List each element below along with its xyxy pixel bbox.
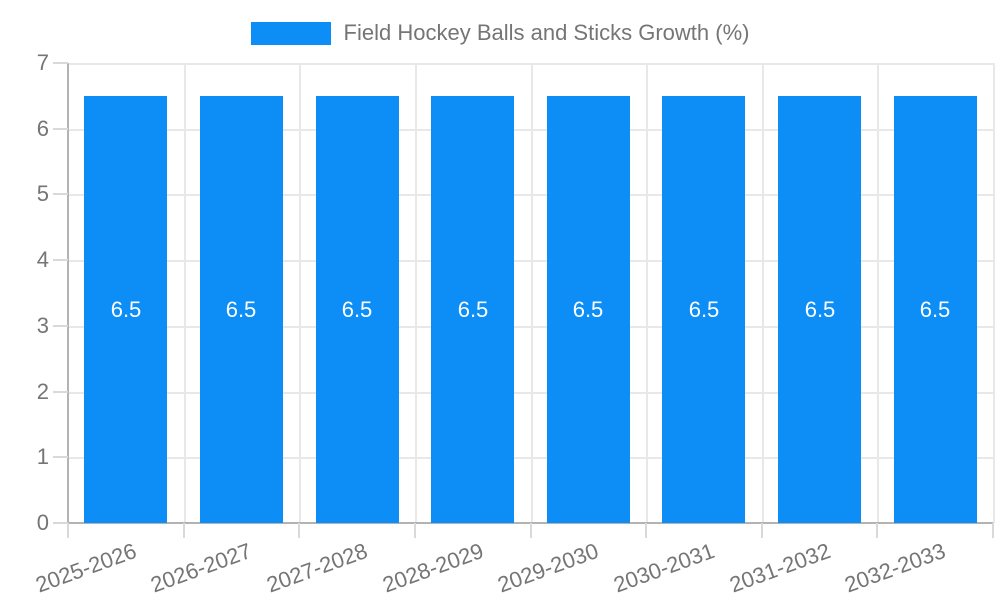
x-tick	[876, 523, 878, 538]
bar[interactable]	[778, 96, 861, 523]
y-tick	[53, 259, 68, 261]
x-axis-tick-label: 2025-2026	[32, 538, 140, 598]
y-axis-line	[67, 63, 69, 523]
y-gridline	[68, 194, 993, 196]
y-gridline	[68, 326, 993, 328]
x-axis-tick-label: 2031-2032	[726, 538, 834, 598]
y-axis-tick-label: 4	[36, 247, 49, 272]
y-tick	[53, 193, 68, 195]
bar[interactable]	[200, 96, 283, 523]
y-axis-tick-label: 1	[36, 444, 49, 469]
x-gridline	[993, 63, 995, 523]
legend-label: Field Hockey Balls and Sticks Growth (%)	[343, 20, 750, 45]
y-tick	[53, 456, 68, 458]
y-tick	[53, 391, 68, 393]
bar[interactable]	[662, 96, 745, 523]
bar-value-label: 6.5	[572, 297, 604, 322]
bar-value-label: 6.5	[457, 297, 489, 322]
bar-value-label: 6.5	[341, 297, 373, 322]
x-gridline	[762, 63, 764, 523]
bar[interactable]	[431, 96, 514, 523]
y-axis-tick-label: 0	[36, 510, 49, 535]
x-axis-tick-label: 2030-2031	[610, 538, 718, 598]
x-axis-tick-label: 2026-2027	[147, 538, 255, 598]
y-gridline	[68, 392, 993, 394]
x-tick	[183, 523, 185, 538]
bar[interactable]	[894, 96, 977, 523]
legend-swatch	[250, 21, 331, 45]
y-tick	[53, 325, 68, 327]
y-axis-tick-label: 7	[36, 50, 49, 75]
x-tick	[67, 523, 69, 538]
y-axis-tick-label: 5	[36, 181, 49, 206]
x-gridline	[646, 63, 648, 523]
x-gridline	[299, 63, 301, 523]
x-tick	[298, 523, 300, 538]
y-tick	[53, 128, 68, 130]
x-gridline	[531, 63, 533, 523]
x-gridline	[184, 63, 186, 523]
bar-value-label: 6.5	[919, 297, 951, 322]
bar-value-label: 6.5	[804, 297, 836, 322]
y-gridline	[68, 63, 993, 65]
bar-value-label: 6.5	[688, 297, 720, 322]
x-axis-tick-label: 2027-2028	[263, 538, 371, 598]
chart-legend[interactable]: Field Hockey Balls and Sticks Growth (%)	[0, 20, 1000, 46]
x-tick	[992, 523, 994, 538]
bar-value-label: 6.5	[225, 297, 257, 322]
bar[interactable]	[547, 96, 630, 523]
y-axis-tick-label: 2	[36, 379, 49, 404]
x-axis-tick-label: 2028-2029	[379, 538, 487, 598]
y-axis-tick-label: 6	[36, 116, 49, 141]
x-axis-tick-label: 2029-2030	[494, 538, 602, 598]
bar[interactable]	[84, 96, 167, 523]
bar-value-label: 6.5	[110, 297, 142, 322]
x-gridline	[415, 63, 417, 523]
y-tick	[53, 62, 68, 64]
x-tick	[645, 523, 647, 538]
x-tick	[530, 523, 532, 538]
x-gridline	[877, 63, 879, 523]
y-gridline	[68, 129, 993, 131]
x-tick	[414, 523, 416, 538]
y-gridline	[68, 260, 993, 262]
y-tick	[53, 522, 68, 524]
x-tick	[761, 523, 763, 538]
x-axis-tick-label: 2032-2033	[841, 538, 949, 598]
y-axis-tick-label: 3	[36, 313, 49, 338]
bar[interactable]	[316, 96, 399, 523]
y-gridline	[68, 457, 993, 459]
